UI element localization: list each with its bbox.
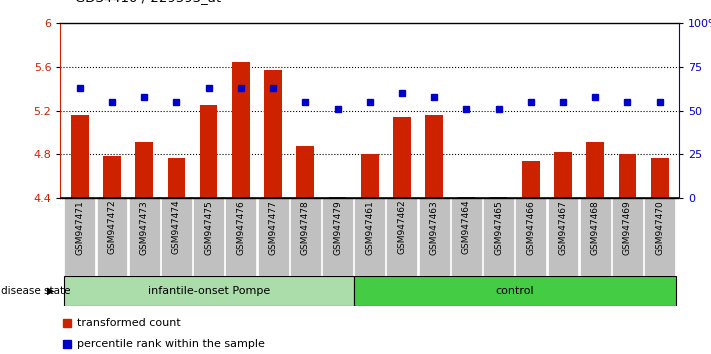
- Bar: [264, 70, 282, 198]
- Text: GSM947464: GSM947464: [462, 200, 471, 255]
- Text: GSM947474: GSM947474: [172, 200, 181, 255]
- Text: GSM947479: GSM947479: [333, 200, 342, 255]
- Text: GSM947478: GSM947478: [301, 200, 310, 255]
- Text: GSM947473: GSM947473: [139, 200, 149, 255]
- Bar: [547, 198, 579, 276]
- Text: GSM947466: GSM947466: [526, 200, 535, 255]
- Bar: [328, 197, 346, 198]
- Bar: [387, 198, 417, 276]
- Bar: [361, 154, 378, 198]
- Bar: [579, 198, 611, 276]
- Bar: [103, 155, 121, 198]
- Text: transformed count: transformed count: [77, 318, 181, 328]
- Text: GSM947475: GSM947475: [204, 200, 213, 255]
- Bar: [457, 197, 475, 198]
- Text: GSM947471: GSM947471: [75, 200, 85, 255]
- Text: disease state: disease state: [1, 286, 70, 296]
- Bar: [515, 198, 546, 276]
- Text: GSM947472: GSM947472: [107, 200, 117, 255]
- Bar: [97, 198, 127, 276]
- Bar: [451, 198, 482, 276]
- Bar: [353, 276, 675, 306]
- Bar: [644, 198, 675, 276]
- Bar: [554, 152, 572, 198]
- Bar: [161, 198, 192, 276]
- Bar: [168, 158, 186, 198]
- Bar: [612, 198, 643, 276]
- Bar: [651, 158, 668, 198]
- Text: GSM947463: GSM947463: [429, 200, 439, 255]
- Text: GSM947470: GSM947470: [655, 200, 664, 255]
- Bar: [490, 197, 508, 198]
- Text: control: control: [496, 286, 534, 296]
- Bar: [393, 117, 411, 198]
- Text: GSM947477: GSM947477: [269, 200, 277, 255]
- Text: GSM947467: GSM947467: [559, 200, 567, 255]
- Bar: [354, 198, 385, 276]
- Bar: [322, 198, 353, 276]
- Bar: [129, 198, 160, 276]
- Text: GDS4410 / 229593_at: GDS4410 / 229593_at: [75, 0, 221, 4]
- Bar: [225, 198, 256, 276]
- Text: GSM947462: GSM947462: [397, 200, 407, 255]
- Text: GSM947476: GSM947476: [236, 200, 245, 255]
- Bar: [135, 142, 153, 198]
- Bar: [232, 62, 250, 198]
- Bar: [587, 142, 604, 198]
- Text: GSM947465: GSM947465: [494, 200, 503, 255]
- Text: GSM947461: GSM947461: [365, 200, 374, 255]
- Text: percentile rank within the sample: percentile rank within the sample: [77, 339, 265, 349]
- Bar: [64, 276, 353, 306]
- Bar: [296, 146, 314, 198]
- Bar: [619, 154, 636, 198]
- Bar: [522, 161, 540, 198]
- Text: GSM947468: GSM947468: [591, 200, 600, 255]
- Bar: [257, 198, 289, 276]
- Bar: [425, 115, 443, 198]
- Text: infantile-onset Pompe: infantile-onset Pompe: [147, 286, 269, 296]
- Bar: [419, 198, 449, 276]
- Bar: [483, 198, 514, 276]
- Bar: [64, 198, 95, 276]
- Bar: [200, 105, 218, 198]
- Text: ▶: ▶: [47, 286, 55, 296]
- Bar: [71, 115, 89, 198]
- Bar: [290, 198, 321, 276]
- Bar: [193, 198, 224, 276]
- Text: GSM947469: GSM947469: [623, 200, 632, 255]
